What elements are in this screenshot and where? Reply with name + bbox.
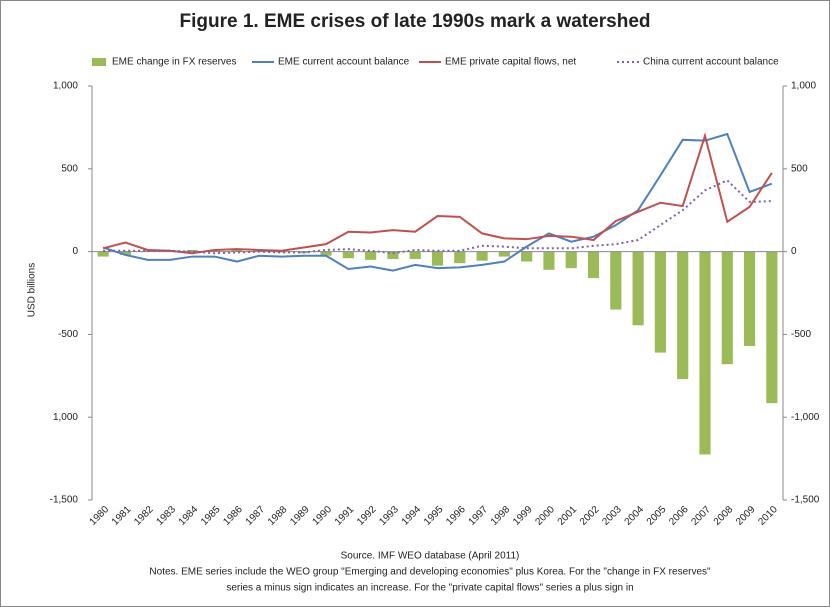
bar — [654, 251, 666, 353]
y-axis-label: USD billions — [27, 263, 38, 317]
y-tick-label: 500 — [61, 163, 78, 174]
y2-tick-label: -1,000 — [791, 412, 820, 423]
y2-tick-label: 0 — [791, 246, 797, 257]
legend-label: EME private capital flows, net — [445, 57, 576, 68]
bar — [409, 251, 421, 260]
bar — [342, 251, 354, 259]
legend-label: China current account balance — [643, 57, 779, 68]
bar — [766, 251, 778, 404]
line-series — [102, 132, 773, 255]
bar — [587, 251, 600, 279]
bar — [521, 251, 533, 262]
source: Source. IMF WEO database (April 2011) — [341, 551, 520, 562]
bar — [743, 251, 756, 346]
y-tick-label: 0 — [72, 246, 78, 257]
line-series — [103, 179, 772, 255]
bar — [454, 251, 466, 264]
note-line: series a minus sign indicates an increas… — [226, 583, 633, 594]
bar — [320, 251, 332, 256]
bar — [610, 251, 622, 310]
legend-label: EME current account balance — [278, 57, 410, 68]
chart-title: Figure 1. EME crises of late 1990s mark … — [179, 11, 650, 32]
bar — [632, 251, 644, 326]
bar — [431, 251, 444, 266]
bar — [699, 251, 711, 455]
y2-tick-label: 500 — [791, 163, 808, 174]
y2-tick-label: -500 — [791, 329, 811, 340]
bar — [476, 251, 488, 261]
y-tick-label: -500 — [58, 329, 78, 340]
y2-tick-label: 1,000 — [791, 81, 816, 92]
legend-swatch — [92, 58, 106, 66]
note-line: Notes. EME series include the WEO group … — [149, 567, 711, 578]
y-tick-label: -1,500 — [50, 495, 79, 506]
bar — [231, 249, 243, 252]
bar — [543, 251, 555, 270]
bar — [97, 251, 109, 257]
bar — [565, 251, 577, 269]
bar — [119, 251, 132, 255]
y2-tick-label: -1,500 — [791, 495, 820, 506]
y-tick-label: 1,000 — [53, 81, 78, 92]
bar — [365, 251, 377, 260]
bar — [186, 249, 198, 252]
y-tick-label: 1,000 — [53, 412, 78, 423]
legend-label: EME change in FX reserves — [112, 57, 237, 68]
bar — [498, 251, 510, 257]
line-series — [102, 132, 773, 272]
bar — [387, 251, 399, 260]
bar — [677, 251, 689, 380]
bar — [721, 251, 733, 365]
